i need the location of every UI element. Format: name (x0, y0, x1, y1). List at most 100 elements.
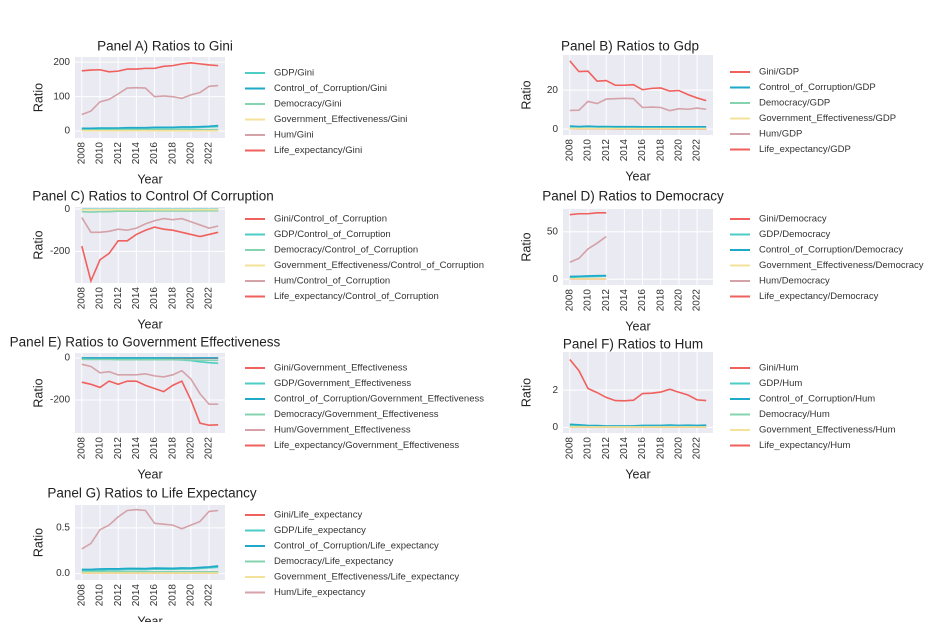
series-line (569, 358, 707, 402)
panel: Panel A) Ratios to Gini 0 100 200 2008 2010 20… (31, 39, 407, 187)
y-axis-label: Ratio (31, 83, 45, 112)
legend-label: Government_Effectiveness/GDP (759, 113, 896, 124)
y-axis-label: Ratio (31, 230, 45, 259)
legend-label: Control_of_Corruption/Democracy (759, 245, 903, 256)
x-tick-label: 2014 (619, 289, 630, 312)
legend-label: Democracy/Control_of_Corruption (274, 245, 418, 256)
series-line (81, 217, 219, 234)
series-line (81, 565, 219, 571)
x-tick-label: 2012 (113, 287, 124, 310)
legend-label: Democracy/Hum (759, 409, 830, 420)
legend-label: Gini/Hum (759, 363, 799, 374)
x-tick-label: 2010 (95, 287, 106, 310)
series-line (569, 60, 707, 102)
x-tick-label: 2010 (583, 289, 594, 312)
y-axis-label: Ratio (519, 378, 533, 407)
legend-label: GDP/Government_Effectiveness (274, 378, 411, 389)
x-tick-label: 2010 (95, 437, 106, 460)
x-tick-label: 2022 (692, 437, 703, 460)
series-line (81, 363, 219, 406)
y-tick-label: -200 (50, 395, 70, 406)
x-tick-label: 2022 (692, 139, 703, 162)
legend-label: Hum/Gini (274, 130, 314, 141)
y-tick-label: 100 (53, 91, 70, 102)
legend-label: Life_expectancy/Gini (274, 145, 362, 156)
legend-label: Life_expectancy/Government_Effectiveness (274, 440, 459, 451)
x-axis-label: Year (137, 467, 162, 481)
legend-label: Control_of_Corruption/GDP (759, 82, 876, 93)
x-axis-label: Year (625, 169, 650, 183)
x-tick-label: 2010 (583, 139, 594, 162)
x-tick-label: 2020 (186, 584, 197, 607)
legend-label: Hum/Government_Effectiveness (274, 425, 411, 436)
x-tick-label: 2014 (619, 139, 630, 162)
series-line (569, 423, 707, 427)
legend-label: Democracy/Government_Effectiveness (274, 409, 439, 420)
legend-label: GDP/Gini (274, 68, 314, 79)
legend-label: GDP/Life_expectancy (274, 525, 366, 536)
x-tick-label: 2018 (655, 139, 666, 162)
x-tick-label: 2020 (674, 437, 685, 460)
panel: Panel F) Ratios to Hum 0 2 2008 2010 2012 2014… (519, 337, 895, 482)
legend-label: Democracy/GDP (759, 98, 830, 109)
legend-label: Life_expectancy/Hum (759, 440, 850, 451)
y-tick-label: 200 (53, 57, 70, 68)
series-line (81, 226, 219, 284)
series-line (569, 274, 607, 278)
legend-label: Government_Effectiveness/Democracy (759, 260, 924, 271)
panel-title: Panel F) Ratios to Hum (563, 337, 703, 352)
series-line (81, 358, 219, 362)
x-tick-label: 2016 (637, 139, 648, 162)
panel-title: Panel D) Ratios to Democracy (542, 189, 724, 204)
panel: Panel E) Ratios to Government Effectiven… (10, 335, 485, 482)
y-tick-label: 0.5 (56, 523, 70, 534)
series-line (81, 210, 219, 213)
x-tick-label: 2022 (204, 584, 215, 607)
series-line (81, 566, 219, 572)
legend-label: Control_of_Corruption/Hum (759, 394, 875, 405)
series-line (569, 125, 707, 128)
y-tick-label: 50 (547, 226, 559, 237)
panel-title: Panel E) Ratios to Government Effectiven… (10, 335, 281, 350)
x-tick-label: 2008 (76, 584, 87, 607)
legend-label: Gini/Government_Effectiveness (274, 363, 408, 374)
plot-area (563, 209, 713, 285)
x-tick-label: 2014 (131, 584, 142, 607)
x-tick-label: 2012 (113, 142, 124, 165)
x-tick-label: 2016 (149, 287, 160, 310)
x-tick-label: 2016 (149, 584, 160, 607)
x-tick-label: 2020 (186, 142, 197, 165)
x-tick-label: 2018 (655, 289, 666, 312)
series-line (81, 508, 219, 550)
series-line (569, 97, 707, 112)
panel: Panel C) Ratios to Control Of Corruption… (31, 189, 484, 332)
y-tick-label: 0.0 (56, 568, 70, 579)
y-tick-label: 20 (547, 85, 559, 96)
panel-title: Panel B) Ratios to Gdp (561, 39, 699, 54)
legend-label: Gini/Democracy (759, 214, 827, 225)
x-tick-label: 2020 (674, 139, 685, 162)
x-tick-label: 2018 (167, 287, 178, 310)
x-tick-label: 2020 (186, 287, 197, 310)
legend-label: Control_of_Corruption/Life_expectancy (274, 541, 439, 552)
x-tick-label: 2016 (149, 142, 160, 165)
legend-label: Democracy/Gini (274, 99, 342, 110)
plot-area (75, 207, 225, 283)
series-line (569, 235, 607, 263)
x-axis-label: Year (137, 317, 162, 331)
x-tick-label: 2020 (674, 289, 685, 312)
legend-label: Life_expectancy/GDP (759, 144, 851, 155)
y-tick-label: -200 (50, 246, 70, 257)
legend-label: Government_Effectiveness/Control_of_Corr… (274, 260, 484, 271)
x-axis-label: Year (137, 614, 162, 622)
x-tick-label: 2012 (113, 584, 124, 607)
legend-label: Government_Effectiveness/Hum (759, 425, 896, 436)
x-tick-label: 2010 (95, 584, 106, 607)
plot-area (75, 353, 225, 433)
x-tick-label: 2016 (637, 437, 648, 460)
y-tick-label: 0 (552, 124, 558, 135)
x-axis-label: Year (625, 467, 650, 481)
x-tick-label: 2018 (167, 584, 178, 607)
legend-label: Life_expectancy/Control_of_Corruption (274, 291, 439, 302)
